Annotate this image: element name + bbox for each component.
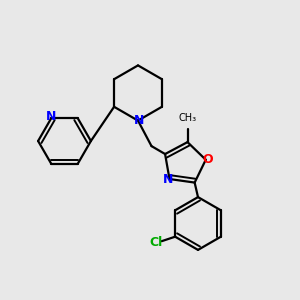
Text: O: O — [202, 153, 213, 166]
Text: N: N — [46, 110, 56, 123]
Text: Cl: Cl — [150, 236, 163, 249]
Text: N: N — [163, 172, 173, 185]
Text: CH₃: CH₃ — [178, 113, 196, 123]
Text: N: N — [134, 114, 144, 127]
